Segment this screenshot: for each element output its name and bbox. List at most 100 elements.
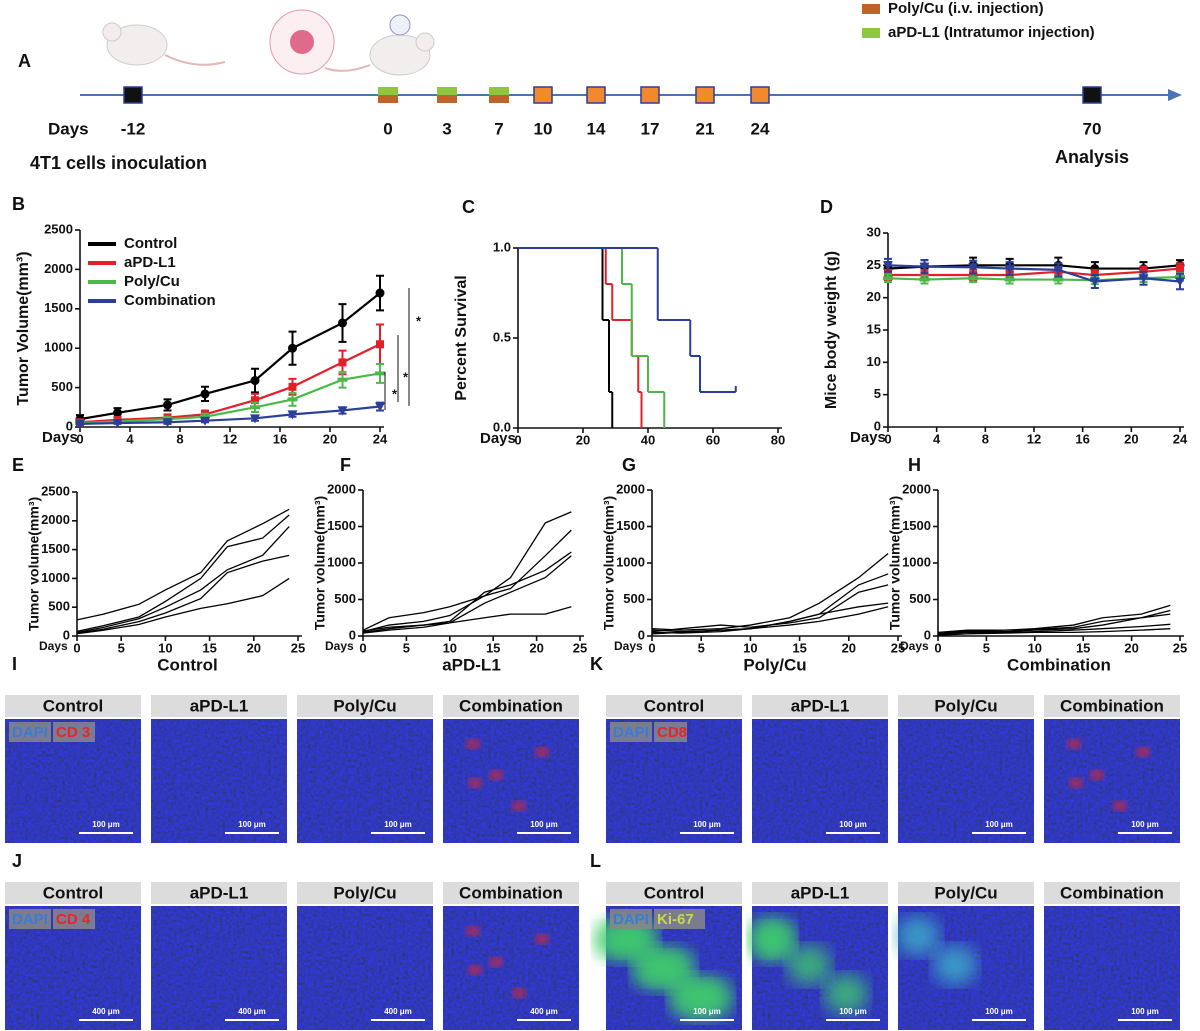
micrograph-texture <box>297 719 433 843</box>
y-tick-label: 25 <box>867 257 881 272</box>
scale-bar-label: 100 μm <box>985 1007 1013 1016</box>
stain-label-bg <box>610 909 652 929</box>
y-tick-label: 2000 <box>41 512 70 527</box>
point <box>162 418 173 428</box>
line <box>79 372 381 425</box>
point <box>287 410 298 420</box>
y-tick-label: 0.5 <box>493 329 511 344</box>
line <box>79 343 381 424</box>
timeline-day: 70 <box>1083 119 1102 138</box>
line <box>76 514 290 633</box>
point <box>200 416 210 426</box>
timeline-day: 21 <box>696 119 715 138</box>
line <box>651 553 889 631</box>
line <box>362 606 572 632</box>
scale-bar-label: 400 μm <box>384 1007 412 1016</box>
stain-label: CD 4 <box>56 911 91 928</box>
timeline-day: 3 <box>442 119 451 138</box>
line <box>937 623 1171 636</box>
image-header <box>151 695 287 717</box>
legend-swatch <box>862 28 880 38</box>
y-tick-label: 0 <box>63 627 70 642</box>
image-header-label: Control <box>43 696 103 715</box>
micrograph <box>297 906 433 1030</box>
x-tick-label: 0 <box>934 640 941 655</box>
timeline-marker <box>489 95 509 103</box>
image-header <box>151 882 287 904</box>
y-axis-label: Percent Survival <box>453 275 470 400</box>
y-tick-label: 1000 <box>616 554 645 569</box>
y-tick-label: 2000 <box>902 481 931 496</box>
image-header <box>297 695 433 717</box>
timeline-day: -12 <box>121 119 146 138</box>
micrograph-texture <box>752 719 888 843</box>
image-header <box>752 695 888 717</box>
point <box>113 408 122 418</box>
timeline-marker <box>533 86 553 104</box>
annotation: * <box>403 369 409 384</box>
micrograph <box>151 719 287 843</box>
x-axis-label: Days <box>480 430 516 447</box>
panel-letter: F <box>340 455 351 475</box>
y-tick-label: 1500 <box>327 518 356 533</box>
x-axis-label: Days <box>850 429 886 446</box>
stain-label: CD8 <box>657 724 687 741</box>
point <box>376 340 384 349</box>
point <box>337 406 348 416</box>
micrograph-texture <box>898 719 1034 843</box>
point <box>883 261 893 271</box>
timeline-marker <box>750 86 770 104</box>
point <box>1004 277 1015 282</box>
image-header <box>606 882 742 904</box>
point <box>883 276 893 281</box>
point <box>287 397 298 402</box>
panel-letter: E <box>12 455 24 475</box>
annotation: * <box>392 386 398 401</box>
timeline-marker <box>437 95 457 103</box>
y-tick-label: 5 <box>874 386 881 401</box>
chart-title: Control <box>157 655 217 674</box>
stain-signal <box>824 974 868 1014</box>
image-header-label: Poly/Cu <box>934 696 997 715</box>
timeline-marker <box>1082 86 1102 104</box>
micrograph <box>297 719 433 843</box>
x-tick-label: 10 <box>443 640 457 655</box>
timeline-day: 14 <box>587 119 606 138</box>
stain-signal <box>634 952 694 992</box>
point <box>200 389 210 399</box>
image-header <box>5 695 141 717</box>
stain-label-bg <box>654 909 705 929</box>
legend-label: Poly/Cu (i.v. injection) <box>888 0 1044 17</box>
line <box>362 511 572 631</box>
x-tick-label: 20 <box>842 640 856 655</box>
line <box>937 613 1171 635</box>
x-tick-label: 10 <box>743 640 757 655</box>
stain-signal <box>489 770 503 780</box>
timeline-day: 0 <box>383 119 392 138</box>
y-tick-label: 2000 <box>44 261 73 276</box>
x-tick-label: 8 <box>982 431 989 446</box>
y-tick-label: 500 <box>909 591 931 606</box>
y-tick-label: 500 <box>51 379 73 394</box>
scale-bar-label: 400 μm <box>530 1007 558 1016</box>
stain-signal <box>468 778 482 788</box>
micrograph-texture <box>443 719 579 843</box>
timeline-marker <box>378 95 398 103</box>
point <box>288 382 297 391</box>
line <box>362 529 572 633</box>
timeline-day: 24 <box>751 119 770 138</box>
image-header-label: aPD-L1 <box>791 883 850 902</box>
image-header-label: Control <box>644 696 704 715</box>
micrograph-texture <box>151 906 287 1030</box>
timeline-marker <box>586 86 606 104</box>
point <box>1053 265 1064 275</box>
point <box>250 405 260 410</box>
stain-signal <box>468 965 482 975</box>
x-tick-label: 0 <box>359 640 366 655</box>
y-tick-label: 1000 <box>44 340 73 355</box>
stain-signal <box>466 926 480 936</box>
point <box>375 371 385 376</box>
stain-signal <box>466 739 480 749</box>
line <box>888 267 1181 277</box>
scale-bar-label: 100 μm <box>693 1007 721 1016</box>
